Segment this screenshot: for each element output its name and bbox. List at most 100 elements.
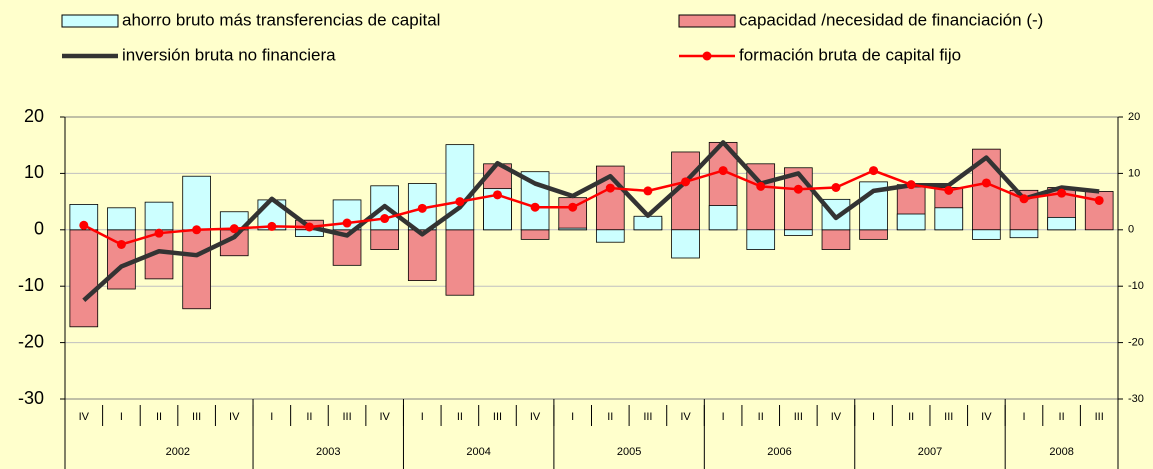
legend-marker xyxy=(702,51,712,61)
marker xyxy=(229,224,239,234)
bar xyxy=(633,215,663,231)
year-label: 2006 xyxy=(767,446,791,458)
marker xyxy=(1057,188,1067,198)
marker xyxy=(869,166,879,176)
y-tick-label: 20 xyxy=(24,106,44,126)
x-tick-label: IV xyxy=(831,411,842,423)
marker xyxy=(1019,194,1029,204)
marker xyxy=(906,180,916,190)
x-tick-label: IV xyxy=(680,411,691,423)
marker xyxy=(304,222,314,232)
y2-tick-label: 10 xyxy=(1128,167,1140,179)
marker xyxy=(605,183,615,193)
legend-label: formación bruta de capital fijo xyxy=(739,45,961,64)
bar xyxy=(708,205,738,231)
marker xyxy=(154,228,164,238)
x-tick-label: I xyxy=(270,411,273,423)
bar xyxy=(595,229,625,243)
x-tick-label: I xyxy=(1022,411,1025,423)
bar xyxy=(1047,216,1076,231)
bar xyxy=(182,229,211,310)
x-tick-label: II xyxy=(1059,411,1065,423)
x-tick-label: IV xyxy=(530,411,541,423)
x-tick-label: II xyxy=(306,411,312,423)
marker xyxy=(981,178,991,188)
x-tick-label: I xyxy=(120,411,123,423)
bar xyxy=(445,144,475,231)
y-tick-label: -20 xyxy=(18,331,44,351)
x-tick-label: III xyxy=(643,411,652,423)
x-tick-label: I xyxy=(571,411,574,423)
bar xyxy=(972,148,1001,231)
year-label: 2007 xyxy=(918,446,942,458)
x-tick-label: III xyxy=(794,411,803,423)
x-tick-label: III xyxy=(493,411,502,423)
y-tick-label: 0 xyxy=(34,219,44,239)
line xyxy=(83,169,1100,246)
bar xyxy=(558,227,588,231)
bar xyxy=(69,229,99,328)
bar xyxy=(896,213,926,231)
bar xyxy=(370,229,399,250)
marker xyxy=(380,214,390,224)
x-tick-label: II xyxy=(156,411,162,423)
marker xyxy=(455,197,465,207)
y2-tick-label: -20 xyxy=(1128,337,1144,349)
marker xyxy=(756,181,766,191)
x-tick-label: II xyxy=(457,411,463,423)
year-label: 2008 xyxy=(1049,446,1073,458)
bar xyxy=(445,229,475,296)
bar xyxy=(520,229,550,240)
y2-tick-label: -30 xyxy=(1128,393,1144,405)
bar xyxy=(746,229,776,250)
year-label: 2004 xyxy=(466,446,490,458)
marker xyxy=(643,186,653,196)
x-tick-label: II xyxy=(607,411,613,423)
bar xyxy=(821,229,851,250)
y2-tick-label: 0 xyxy=(1128,224,1134,236)
bar xyxy=(182,175,211,231)
x-tick-label: I xyxy=(722,411,725,423)
marker xyxy=(944,185,954,195)
marker xyxy=(681,177,691,187)
x-tick-label: II xyxy=(758,411,764,423)
marker xyxy=(116,239,126,249)
y2-tick-label: 20 xyxy=(1128,111,1140,123)
y-tick-label: -30 xyxy=(18,388,44,408)
x-tick-label: IV xyxy=(379,411,390,423)
marker xyxy=(568,202,578,212)
marker xyxy=(417,203,427,213)
year-label: 2005 xyxy=(617,446,641,458)
x-tick-label: III xyxy=(192,411,201,423)
legend-swatch xyxy=(61,14,119,28)
legend-label: capacidad /necesidad de financiación (-) xyxy=(739,10,1043,29)
marker xyxy=(79,220,89,230)
y2-tick-label: -10 xyxy=(1128,280,1144,292)
plot-frame xyxy=(64,116,1119,400)
bar xyxy=(107,207,136,231)
marker xyxy=(492,190,502,200)
bar xyxy=(1009,229,1039,239)
bar xyxy=(784,229,813,236)
bar xyxy=(144,201,174,231)
x-tick-label: I xyxy=(421,411,424,423)
marker xyxy=(530,202,540,212)
marker xyxy=(267,221,277,231)
x-tick-label: IV xyxy=(79,411,90,423)
year-label: 2003 xyxy=(316,446,340,458)
legend-label: inversión bruta no financiera xyxy=(122,45,336,64)
marker xyxy=(793,184,803,194)
x-tick-label: IV xyxy=(981,411,992,423)
marker xyxy=(192,225,202,235)
bar xyxy=(972,229,1001,240)
x-tick-label: II xyxy=(908,411,914,423)
y-tick-label: 10 xyxy=(24,162,44,182)
x-tick-label: III xyxy=(944,411,953,423)
marker xyxy=(831,183,841,192)
legend-label: ahorro bruto más transferencias de capit… xyxy=(122,10,440,29)
x-tick-label: IV xyxy=(229,411,240,423)
marker xyxy=(1094,195,1104,205)
bar xyxy=(671,229,700,259)
legend-swatch xyxy=(678,14,736,28)
